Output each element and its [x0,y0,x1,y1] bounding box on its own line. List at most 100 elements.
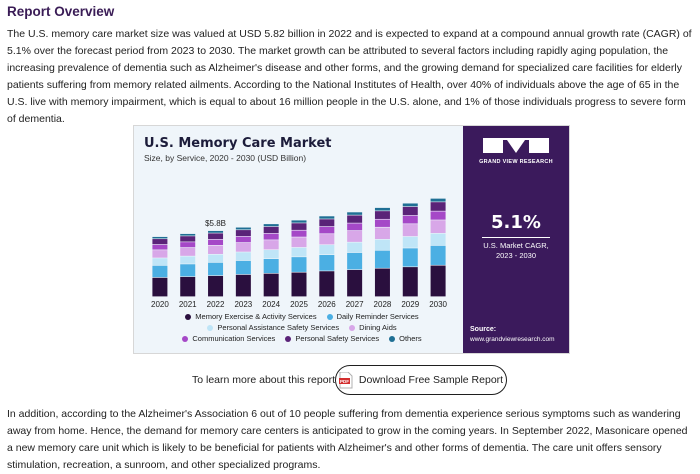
cagr-value: 5.1% [491,212,541,233]
x-tick-label: 2026 [318,300,336,309]
bar-segment [263,240,279,250]
bar-segment [152,277,168,297]
pdf-icon-label: PDF [340,378,349,383]
legend-label: Others [399,334,422,343]
download-button-label: Download Free Sample Report [358,374,504,386]
legend-item: Daily Reminder Services [326,311,419,322]
legend-item: Others [389,333,422,344]
legend-dot-icon [182,335,189,342]
bar-segment [430,245,446,265]
chart-subtitle: Size, by Service, 2020 - 2030 (USD Billi… [144,153,307,163]
bar-segment [180,242,196,248]
bar-segment [152,236,168,239]
bar-segment [374,268,390,297]
bar-segment [235,242,251,252]
legend-item: Personal Assistance Safety Services [207,322,339,333]
bar-segment [263,273,279,297]
market-infographic: U.S. Memory Care Market Size, by Service… [133,125,570,354]
source-url[interactable]: www.grandviewresearch.com [470,336,555,343]
bar-segment [291,223,307,230]
bar-segment [235,230,251,237]
legend-row: Communication Services Personal Safety Se… [144,333,460,344]
legend-dot-icon [185,313,192,320]
bar-segment [208,245,224,254]
bar-segment [152,258,168,266]
bar-segment [430,233,446,246]
bar-segment [291,247,307,257]
bar-segment [402,206,418,216]
bar-segment [347,230,363,242]
x-tick-label: 2021 [179,300,197,309]
bar-segment [180,264,196,277]
bar-segment [180,247,196,256]
legend-label: Personal Safety Services [295,334,380,343]
bar-segment [180,256,196,264]
bar-segment [402,215,418,224]
x-tick-label: 2022 [207,300,225,309]
bar-segment [180,236,196,242]
x-tick-label: 2023 [234,300,252,309]
legend-row: Personal Assistance Safety Services Dinin… [144,322,460,333]
pdf-icon: PDF [338,371,353,388]
legend-dot-icon [326,313,333,320]
bar-segment [235,252,251,261]
bar-segment [208,254,224,263]
cagr-label-line-2: 2023 - 2030 [495,251,537,260]
bar-segment [374,211,390,219]
bar-segment [263,226,279,234]
bar-segment [291,237,307,248]
bar-segment [347,252,363,270]
bar-segment [319,245,335,255]
legend-label: Dining Aids [359,323,397,332]
bar-segment [430,220,446,234]
bar-segment [235,236,251,243]
bar-segment [319,255,335,271]
legend-label: Memory Exercise & Activity Services [195,312,317,321]
bar-segment [152,265,168,278]
bar-segment [402,267,418,297]
bar-segment [430,265,446,297]
bar-segment [402,248,418,267]
bar-segment [291,230,307,237]
chart-title: U.S. Memory Care Market [144,136,332,151]
legend-item: Personal Safety Services [285,333,379,344]
download-sample-report-button[interactable]: PDF Download Free Sample Report [335,365,507,395]
legend-label: Daily Reminder Services [336,312,419,321]
bar-segment [263,258,279,274]
bar-segment [347,215,363,223]
x-tick-label: 2029 [401,300,419,309]
bar-segment [291,220,307,223]
legend-dot-icon [349,324,356,331]
cagr-divider [482,237,550,238]
overview-paragraph-2: In addition, according to the Alzheimer'… [7,408,688,471]
brand-name: GRAND VIEW RESEARCH [479,159,553,165]
legend-row: Memory Exercise & Activity Services Daily… [144,311,460,322]
bar-segment [374,207,390,211]
bar-segment [402,203,418,207]
bar-segment [208,233,224,240]
data-label: $5.8B [205,219,226,228]
bar-segment [319,234,335,245]
chart-legend: Memory Exercise & Activity Services Daily… [144,311,460,344]
bar-segment [235,227,251,230]
x-tick-label: 2025 [290,300,308,309]
bar-segment [152,250,168,258]
bar-segment [208,262,224,276]
bar-segment [402,236,418,248]
bar-segment [430,202,446,211]
bar-segment [430,198,446,202]
bar-segment [347,242,363,253]
legend-dot-icon [207,324,214,331]
bar-segment [347,223,363,231]
bar-segment [208,275,224,297]
bar-segment [374,239,390,250]
bar-segment [152,244,168,250]
chart-panel: U.S. Memory Care Market Size, by Service… [134,126,463,353]
legend-label: Personal Assistance Safety Services [217,323,340,332]
legend-dot-icon [285,335,292,342]
bar-segment [208,239,224,246]
bar-segment [319,226,335,234]
bar-segment [374,219,390,227]
bar-segment [319,219,335,227]
